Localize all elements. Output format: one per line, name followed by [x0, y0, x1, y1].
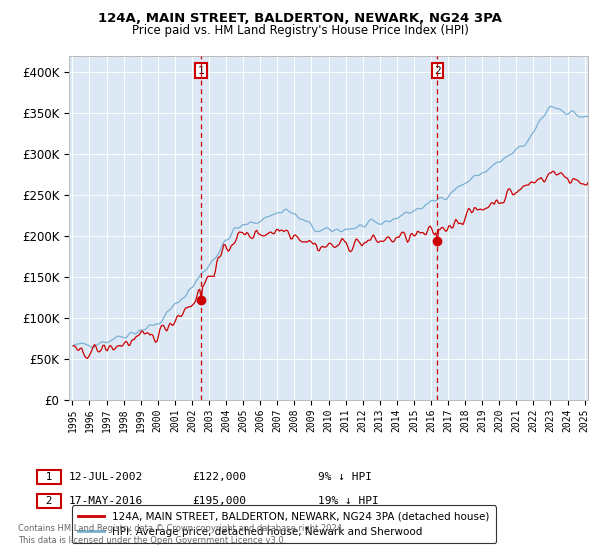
Text: £195,000: £195,000 [192, 496, 246, 506]
Text: This data is licensed under the Open Government Licence v3.0.: This data is licensed under the Open Gov… [18, 536, 286, 545]
Text: 12-JUL-2002: 12-JUL-2002 [69, 472, 143, 482]
Text: 19% ↓ HPI: 19% ↓ HPI [318, 496, 379, 506]
Text: 17-MAY-2016: 17-MAY-2016 [69, 496, 143, 506]
Legend: 124A, MAIN STREET, BALDERTON, NEWARK, NG24 3PA (detached house), HPI: Average pr: 124A, MAIN STREET, BALDERTON, NEWARK, NG… [71, 506, 496, 543]
Text: £122,000: £122,000 [192, 472, 246, 482]
Text: 1: 1 [198, 66, 205, 76]
Text: Contains HM Land Registry data © Crown copyright and database right 2024.: Contains HM Land Registry data © Crown c… [18, 524, 344, 533]
Text: 2: 2 [434, 66, 441, 76]
Text: 124A, MAIN STREET, BALDERTON, NEWARK, NG24 3PA: 124A, MAIN STREET, BALDERTON, NEWARK, NG… [98, 12, 502, 25]
Text: 1: 1 [39, 472, 59, 482]
Text: 2: 2 [39, 496, 59, 506]
Text: 9% ↓ HPI: 9% ↓ HPI [318, 472, 372, 482]
Text: Price paid vs. HM Land Registry's House Price Index (HPI): Price paid vs. HM Land Registry's House … [131, 24, 469, 36]
